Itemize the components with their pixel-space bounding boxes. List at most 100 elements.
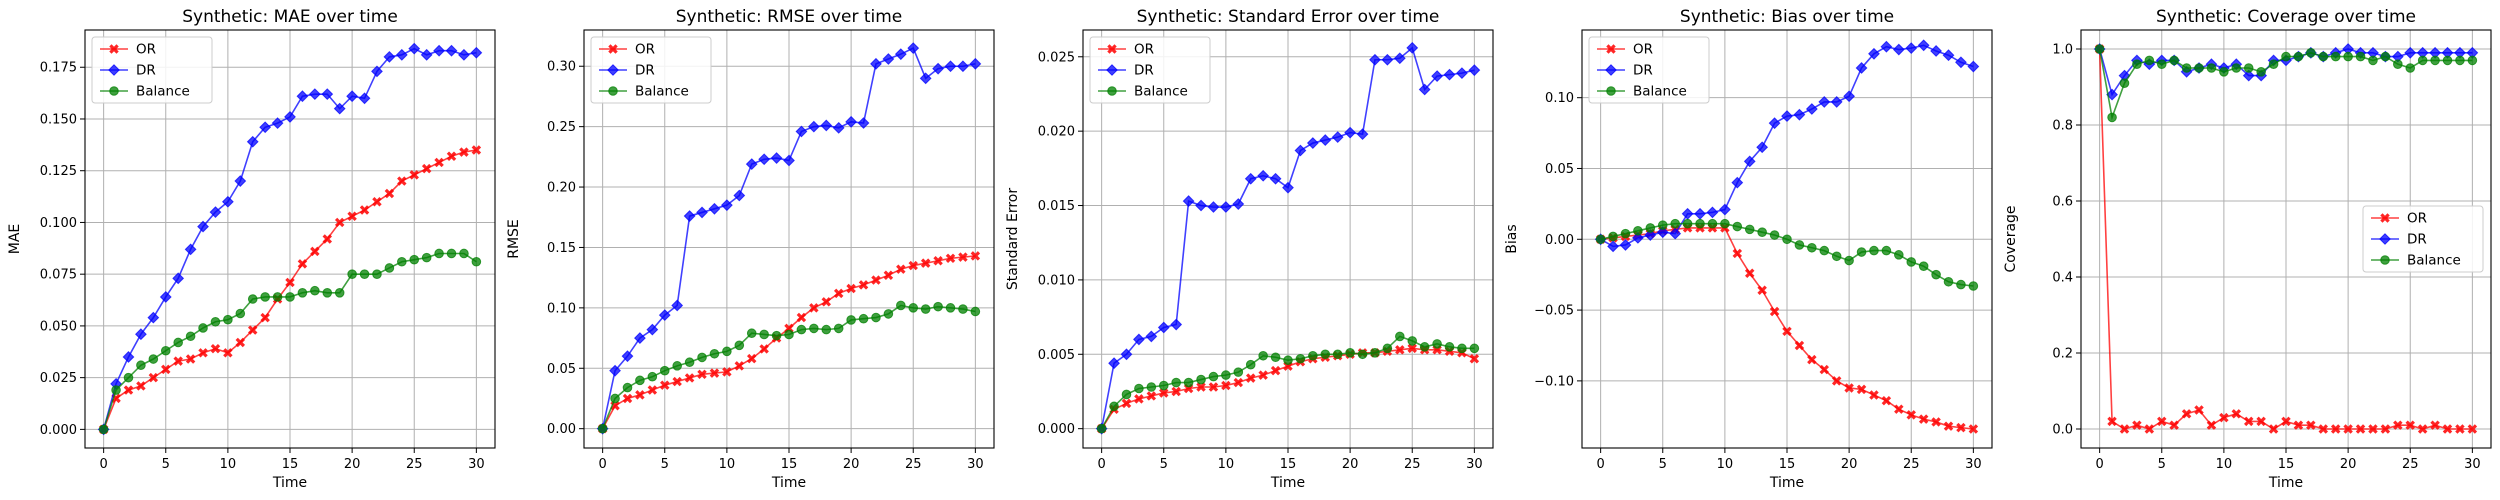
plot-frame — [1082, 29, 1494, 449]
data-point — [696, 206, 708, 219]
data-point — [2281, 51, 2291, 62]
subplot-5: 0 5 10 15 20 25 30 0.0 0.2 0.4 0.6 0.8 1.0 Synthetic:… — [2003, 7, 2492, 491]
x-tick-label: 30 — [468, 457, 485, 472]
data-point — [944, 60, 957, 73]
legend-label: OR — [635, 42, 655, 58]
data-point — [771, 330, 782, 341]
data-point — [210, 343, 221, 354]
data-point — [1869, 390, 1879, 400]
y-tick-label: 0.20 — [547, 181, 576, 196]
series-or — [597, 251, 981, 434]
data-point — [159, 291, 172, 303]
data-point — [1233, 377, 1244, 388]
data-point — [1443, 68, 1456, 81]
data-point — [310, 285, 320, 296]
data-point — [1221, 380, 1231, 391]
data-point — [1196, 382, 1206, 392]
legend-marker — [1107, 86, 1117, 96]
x-tick-label: 10 — [220, 457, 237, 472]
data-point — [709, 348, 720, 359]
data-point — [235, 308, 246, 319]
data-point — [198, 323, 208, 333]
data-point — [221, 195, 234, 208]
x-tick-label: 20 — [1841, 457, 1858, 472]
data-point — [833, 323, 844, 334]
data-point — [1943, 276, 1954, 287]
legend-marker — [108, 64, 120, 76]
data-point — [933, 256, 943, 266]
data-point — [135, 328, 147, 341]
data-point — [409, 254, 420, 265]
data-point — [2306, 48, 2316, 58]
x-tick-label: 30 — [2464, 457, 2481, 472]
data-point — [1794, 340, 1805, 351]
data-point — [646, 323, 659, 336]
data-point — [433, 44, 445, 57]
legend-marker — [2379, 233, 2391, 245]
data-point — [347, 269, 357, 279]
legend: OR DR Balance — [2362, 205, 2484, 273]
data-point — [122, 351, 135, 363]
data-point — [1207, 201, 1220, 213]
data-point — [1831, 376, 1842, 386]
legend-label: OR — [136, 42, 156, 58]
data-point — [1431, 70, 1443, 83]
data-point — [2318, 424, 2329, 434]
y-tick-label: 0.05 — [547, 362, 576, 377]
data-point — [284, 111, 296, 123]
data-point — [1233, 367, 1244, 377]
data-point — [883, 309, 894, 319]
data-point — [1644, 229, 1657, 241]
data-point — [807, 120, 820, 133]
data-point — [1720, 218, 1730, 229]
legend-label: Balance — [2407, 253, 2461, 269]
data-point — [2467, 424, 2478, 434]
data-point — [622, 393, 633, 404]
data-point — [1769, 230, 1780, 240]
data-point — [247, 294, 258, 304]
data-point — [2281, 416, 2291, 427]
data-point — [210, 316, 221, 327]
data-point — [1956, 279, 1966, 290]
data-point — [1158, 380, 1169, 391]
data-point — [421, 163, 432, 174]
data-point — [809, 323, 819, 334]
data-point — [1182, 195, 1195, 207]
legend-marker — [1606, 86, 1616, 96]
y-tick-label: 0.8 — [2052, 119, 2073, 134]
data-point — [2355, 424, 2366, 434]
data-point — [759, 344, 769, 354]
data-point — [260, 292, 270, 302]
x-tick-label: 20 — [2340, 457, 2357, 472]
data-point — [2106, 88, 2118, 101]
data-point — [1244, 172, 1257, 185]
data-point — [1607, 240, 1619, 253]
data-point — [297, 259, 308, 269]
data-point — [634, 332, 646, 344]
data-point — [846, 315, 856, 325]
data-point — [2242, 69, 2255, 82]
data-point — [1294, 144, 1307, 157]
data-point — [1732, 221, 1743, 232]
data-point — [1258, 350, 1268, 361]
data-point — [1682, 218, 1693, 229]
data-point — [1257, 169, 1270, 182]
data-point — [458, 48, 470, 61]
data-point — [2393, 59, 2403, 69]
x-tick-label: 0 — [1097, 457, 1105, 472]
data-point — [1744, 268, 1755, 278]
x-axis-label: Time — [1270, 475, 1305, 491]
data-point — [197, 220, 209, 233]
data-point — [359, 205, 370, 215]
data-point — [720, 199, 733, 212]
data-point — [1807, 354, 1817, 365]
legend-marker — [1606, 44, 1616, 54]
data-point — [957, 60, 969, 73]
data-point — [1807, 242, 1817, 253]
data-point — [1931, 269, 1941, 280]
data-point — [420, 48, 433, 61]
y-tick-label: 0.0 — [2052, 423, 2073, 438]
series-balance — [1096, 331, 1480, 434]
series-or — [98, 145, 482, 435]
data-point — [2231, 409, 2242, 419]
